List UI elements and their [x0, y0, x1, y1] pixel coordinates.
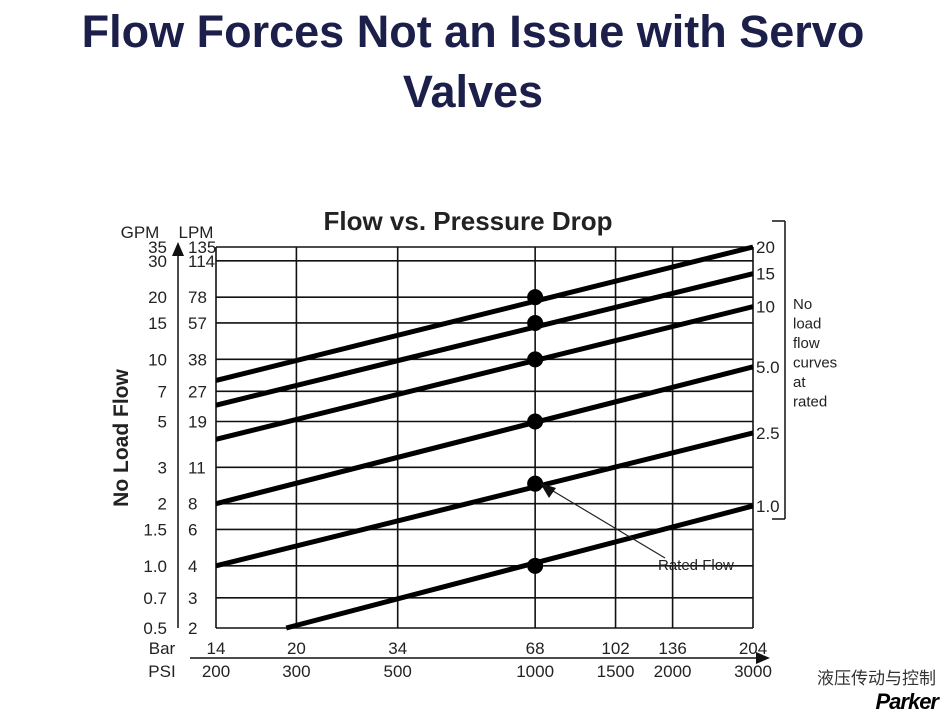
y-tick-gpm: 0.7 — [143, 589, 167, 608]
y-tick-gpm: 20 — [148, 288, 167, 307]
y-unit-gpm-label: GPM — [121, 223, 160, 242]
legend-text: No load flow curves at rated — [793, 296, 837, 411]
y-tick-lpm: 78 — [188, 288, 207, 307]
legend-word: flow — [793, 335, 820, 352]
rated-point — [527, 475, 544, 492]
series-label-20: 20 — [756, 238, 775, 257]
rated-point — [527, 413, 544, 430]
rated-point — [527, 314, 544, 331]
parker-logo: Parker — [875, 689, 939, 714]
y-tick-gpm: 3 — [158, 458, 167, 477]
x-unit-psi-label: PSI — [148, 662, 175, 681]
tick-labels: 35 135 30 114 20 78 15 57 10 38 7 27 5 19 3 11 2 8 1.5 6 1.0… — [143, 238, 772, 681]
x-tick-psi: 1000 — [516, 662, 554, 681]
y-axis-title: No Load Flow — [110, 369, 133, 507]
y-tick-lpm: 11 — [188, 458, 206, 477]
x-tick-bar: 136 — [658, 639, 686, 658]
legend-bracket — [772, 220, 786, 520]
slide-title-line2: Valves — [402, 66, 544, 117]
rated-points — [527, 289, 544, 574]
series-line-1.0 — [285, 503, 754, 631]
x-tick-psi: 1500 — [597, 662, 635, 681]
y-tick-gpm: 2 — [158, 495, 167, 514]
slide-title-line1: Flow Forces Not an Issue with Servo — [81, 6, 865, 57]
legend-word: load — [793, 316, 821, 333]
x-tick-psi: 300 — [282, 662, 310, 681]
x-tick-psi: 500 — [384, 662, 412, 681]
series-label-5.0: 5.0 — [756, 358, 780, 377]
x-tick-bar: 204 — [739, 639, 767, 658]
y-tick-lpm: 135 — [188, 238, 216, 257]
series-line-5.0 — [215, 364, 754, 507]
rated-flow-label: Rated Flow — [658, 557, 734, 574]
y-tick-gpm: 10 — [148, 350, 167, 369]
y-tick-gpm: 30 — [148, 252, 167, 271]
y-tick-lpm: 57 — [188, 314, 207, 333]
series-line-20 — [215, 244, 754, 383]
x-tick-bar: 34 — [388, 639, 407, 658]
series-lines: 20 15 10 5.0 2.5 1.0 — [215, 238, 780, 631]
legend-word: at — [793, 374, 806, 391]
x-tick-bar: 102 — [601, 639, 629, 658]
y-tick-lpm: 114 — [188, 252, 215, 271]
rated-point — [527, 351, 544, 368]
chart-title: Flow vs. Pressure Drop — [324, 206, 613, 236]
wechat-watermark: 液压传动与控制 — [815, 664, 938, 689]
x-tick-bar: 68 — [526, 639, 545, 658]
y-tick-lpm: 4 — [188, 557, 197, 576]
series-line-2.5 — [215, 430, 754, 569]
x-unit-bar-label: Bar — [149, 639, 176, 658]
y-tick-gpm: 7 — [158, 382, 167, 401]
y-tick-gpm: 1.0 — [143, 557, 167, 576]
series-line-10 — [215, 304, 754, 442]
y-tick-gpm: 1.5 — [143, 520, 167, 539]
y-tick-lpm: 8 — [188, 495, 197, 514]
y-tick-lpm: 3 — [188, 589, 197, 608]
y-tick-gpm: 5 — [158, 413, 167, 432]
series-label-15: 15 — [756, 265, 775, 284]
series-label-10: 10 — [756, 298, 775, 317]
legend-word: rated — [793, 394, 827, 411]
rated-point — [527, 557, 544, 574]
x-tick-bar: 14 — [207, 639, 226, 658]
y-tick-lpm: 19 — [188, 413, 207, 432]
y-tick-lpm: 38 — [188, 350, 207, 369]
x-tick-psi: 200 — [202, 662, 230, 681]
series-label-1.0: 1.0 — [756, 497, 780, 516]
rated-flow-annotation: Rated Flow — [540, 483, 734, 574]
y-unit-lpm-label: LPM — [179, 223, 214, 242]
x-tick-bar: 20 — [287, 639, 306, 658]
footer-logo-area: 液压传动与控制 Parker — [815, 664, 939, 715]
x-tick-psi: 2000 — [654, 662, 692, 681]
series-label-2.5: 2.5 — [756, 424, 780, 443]
y-tick-lpm: 6 — [188, 520, 197, 539]
legend-word: No — [793, 296, 812, 313]
legend-word: curves — [793, 355, 837, 372]
x-axis-arrow — [756, 652, 770, 664]
y-tick-gpm: 0.5 — [143, 619, 167, 638]
y-tick-gpm: 15 — [148, 314, 167, 333]
x-tick-psi: 3000 — [734, 662, 772, 681]
y-tick-gpm: 35 — [148, 238, 167, 257]
rated-point — [527, 289, 544, 306]
slide-title: Flow Forces Not an Issue with Servo Valv… — [0, 2, 946, 122]
y-axis-arrow — [172, 242, 184, 256]
y-tick-lpm: 27 — [188, 382, 207, 401]
series-line-15 — [215, 271, 754, 408]
y-tick-lpm: 2 — [188, 619, 197, 638]
